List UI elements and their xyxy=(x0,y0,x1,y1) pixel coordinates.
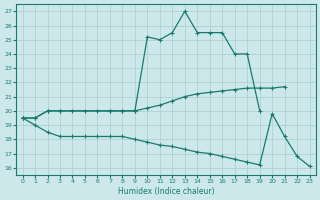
X-axis label: Humidex (Indice chaleur): Humidex (Indice chaleur) xyxy=(118,187,214,196)
